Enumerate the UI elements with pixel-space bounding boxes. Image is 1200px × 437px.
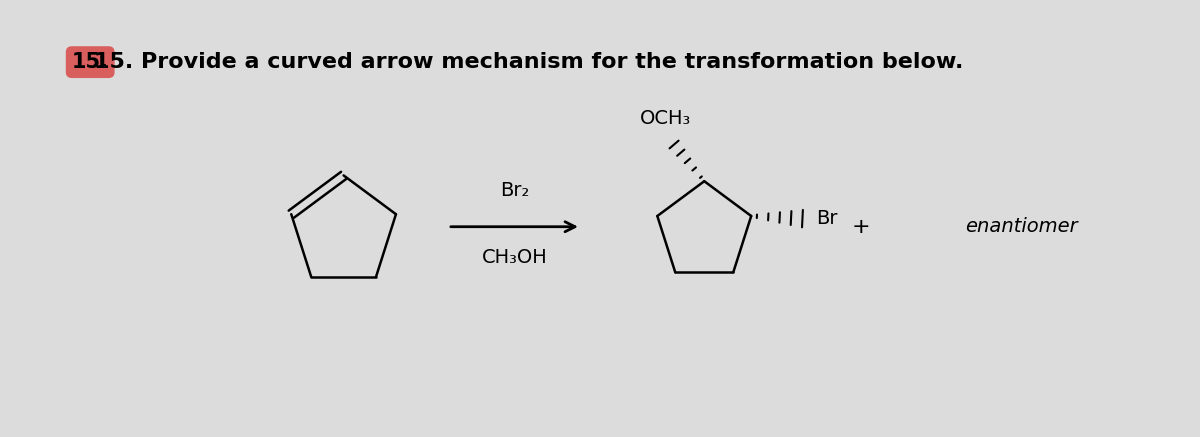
Text: Br₂: Br₂: [499, 180, 529, 200]
Text: 15.: 15.: [72, 52, 109, 72]
Text: OCH₃: OCH₃: [641, 109, 691, 128]
Text: CH₃OH: CH₃OH: [481, 248, 547, 267]
Text: +: +: [852, 217, 870, 237]
Text: enantiomer: enantiomer: [965, 217, 1078, 236]
Text: Br: Br: [816, 209, 838, 229]
Text: 15. Provide a curved arrow mechanism for the transformation below.: 15. Provide a curved arrow mechanism for…: [94, 52, 964, 72]
